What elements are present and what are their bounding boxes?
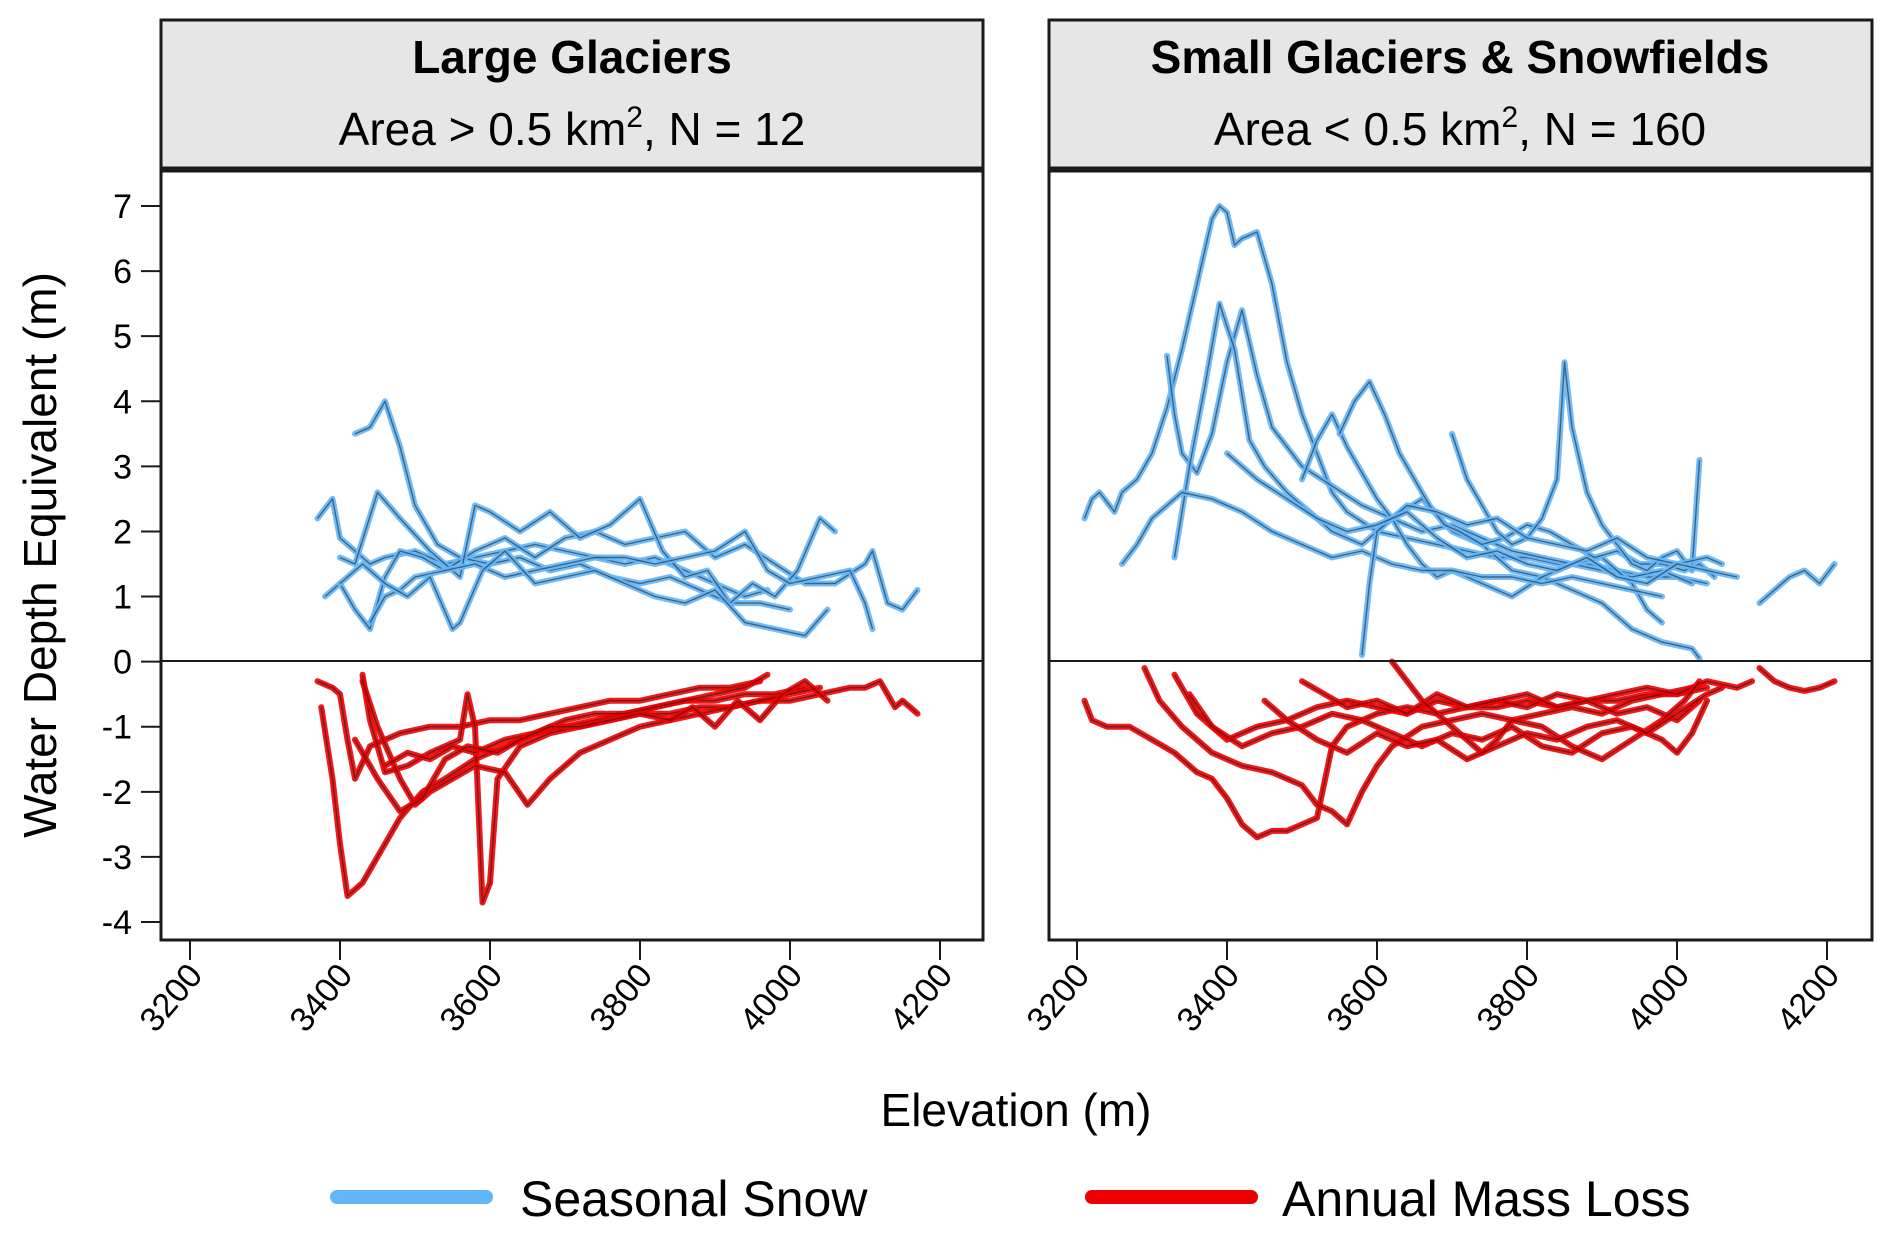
y-tick-label: 4 [113,383,132,421]
x-axis-title: Elevation (m) [881,1084,1152,1136]
x-tick-label: 4200 [882,957,960,1039]
x-tick-label: 3600 [432,957,510,1039]
y-tick-label: 7 [113,188,132,226]
series-layer [1081,203,1838,841]
panel-title: Small Glaciers & Snowfields [1151,31,1770,83]
legend-label: Annual Mass Loss [1282,1171,1691,1227]
y-tick-label: 2 [113,513,132,551]
panel-strip [159,18,985,170]
y-tick-label: 3 [113,448,132,486]
annual-mass-loss-line-core-1 [1143,667,1693,826]
y-tick-label: -4 [102,904,132,942]
y-tick-label: 5 [113,318,132,356]
annual-mass-loss-line-core-4 [384,674,768,767]
seasonal-snow-line-core-9 [1226,452,1738,585]
y-tick-label: -3 [102,839,132,877]
panel-title: Large Glaciers [412,31,732,83]
x-tick-label: 3400 [1169,957,1247,1039]
y-axis: 7 6 5 4 3 2 1 0 -1 -2 -3 -4 [102,188,160,942]
y-tick-label: -2 [102,774,132,812]
legend-label: Seasonal Snow [520,1171,868,1227]
legend: Seasonal Snow Annual Mass Loss [330,1171,1691,1227]
x-tick-label: 3800 [1469,957,1547,1039]
y-tick-label: 0 [113,644,132,682]
y-tick-label: 1 [113,579,132,617]
seasonal-snow-line-core-8 [1759,563,1836,604]
x-tick-label: 3600 [1319,957,1397,1039]
panel-strip [1047,18,1874,170]
panel-small-glaciers: Small Glaciers & Snowfields Area < 0.5 k… [1019,18,1874,1039]
y-tick-label: -1 [102,709,132,747]
seasonal-snow-line-core-3 [339,491,836,604]
x-tick-label: 4200 [1769,957,1847,1039]
y-axis-title: Water Depth Equivalent (m) [14,272,66,838]
legend-item-seasonal-snow: Seasonal Snow [330,1171,868,1227]
seasonal-snow-line-core-1 [1166,309,1693,585]
seasonal-snow-line-core-6 [1451,361,1701,572]
y-tick-label: 6 [113,253,132,291]
seasonal-snow-line-core-0 [1083,205,1708,585]
x-tick-label: 3200 [132,957,210,1039]
seasonal-snow-line-core-4 [369,530,874,630]
panel-subtitle: Area < 0.5 km2, N = 160 [1214,101,1706,155]
legend-item-annual-mass-loss: Annual Mass Loss [1085,1171,1691,1227]
annual-mass-loss-line-core-7 [1264,687,1723,760]
series-layer [314,398,921,906]
seasonal-snow-line-core-2 [324,530,919,630]
panel-large-glaciers: Large Glaciers Area > 0.5 km2, N = 12 32… [132,18,985,1039]
panel-subtitle: Area > 0.5 km2, N = 12 [339,101,806,155]
x-axis: 3200 3400 3600 3800 4000 4200 [1019,941,1847,1039]
x-tick-label: 4000 [1619,957,1697,1039]
x-axis: 3200 3400 3600 3800 4000 4200 [132,941,960,1039]
annual-mass-loss-line-core-6 [1759,667,1835,692]
seasonal-snow-line-core-4 [1121,491,1663,598]
annual-mass-loss-line-core-4 [1301,680,1700,721]
x-tick-label: 3800 [582,957,660,1039]
annual-mass-loss-line-core-0 [317,680,761,780]
x-tick-label: 3400 [282,957,360,1039]
x-tick-label: 3200 [1019,957,1097,1039]
seasonal-snow-line-core-5 [339,550,829,637]
annual-mass-loss-line-core-5 [354,680,828,812]
x-tick-label: 4000 [732,957,810,1039]
